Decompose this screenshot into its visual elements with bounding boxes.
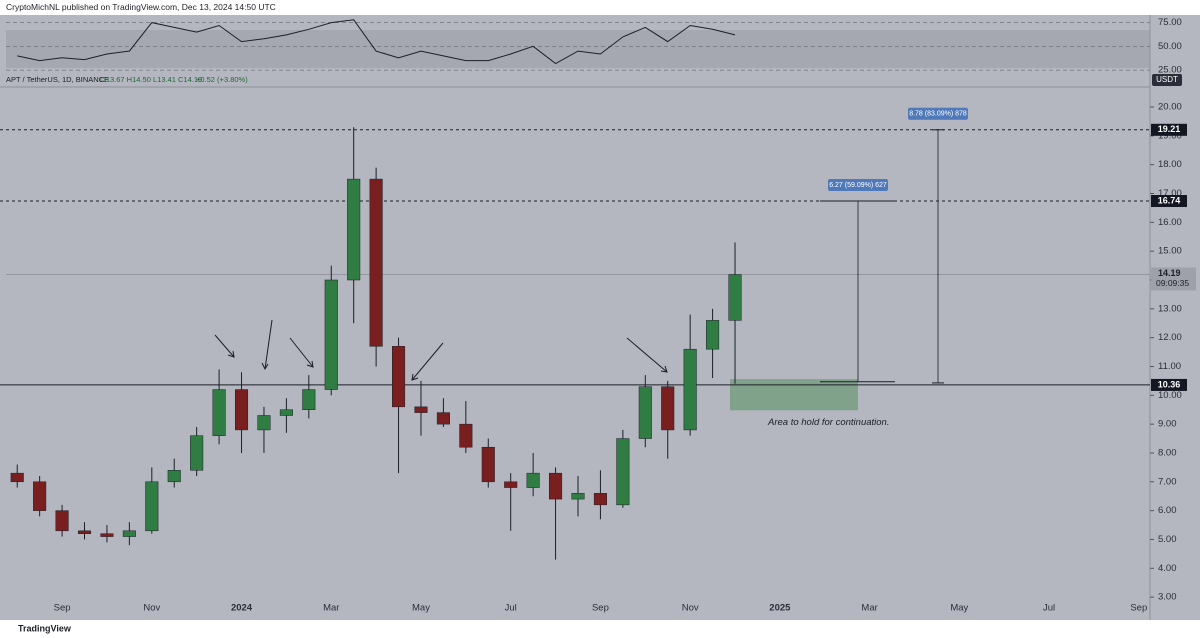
countdown: 09:09:35 <box>1156 278 1189 288</box>
rsi-tick-label: 50.00 <box>1158 41 1182 52</box>
y-tick-label: 19.00 <box>1158 130 1182 141</box>
x-tick-label: May <box>950 603 968 614</box>
last-price-label: 14.19 <box>1158 268 1181 278</box>
candle-body <box>347 178 361 281</box>
level-label: 10.36 <box>1158 379 1181 389</box>
candle-body <box>414 406 428 413</box>
y-tick-label: 5.00 <box>1158 534 1177 545</box>
y-tick-label: 20.00 <box>1158 102 1182 113</box>
candle-body <box>257 415 271 431</box>
candle-body <box>504 481 518 488</box>
bottom-bar <box>0 620 1200 638</box>
candle-body <box>190 435 204 471</box>
x-tick-label: Nov <box>143 603 160 614</box>
candle-body <box>324 279 338 390</box>
change: +0.52 (+3.80%) <box>196 75 248 84</box>
y-tick-label: 9.00 <box>1158 419 1177 430</box>
candle-body <box>683 348 697 431</box>
level-badge <box>1151 195 1187 208</box>
top-bar <box>0 0 1200 15</box>
level-badge <box>1151 123 1187 136</box>
x-tick-label: May <box>412 603 430 614</box>
x-tick-label: Jul <box>1043 603 1055 614</box>
candle-body <box>661 386 675 431</box>
arrows <box>214 319 668 381</box>
candle-body <box>616 438 630 506</box>
candle-body <box>33 481 47 511</box>
candle-body <box>10 472 24 483</box>
y-tick-label: 10.00 <box>1158 390 1182 401</box>
rsi-line <box>17 19 736 65</box>
level-label: 16.74 <box>1158 195 1181 205</box>
y-tick-label: 12.00 <box>1158 332 1182 343</box>
candle-body <box>459 423 473 448</box>
y-tick-label: 11.00 <box>1158 361 1181 372</box>
currency-badge <box>1152 74 1182 86</box>
candle-body <box>571 493 585 500</box>
candle-body <box>77 530 92 534</box>
measure-box <box>828 179 888 192</box>
candle-body <box>706 320 720 350</box>
rsi-band <box>6 30 1150 68</box>
candle-body <box>549 472 563 500</box>
x-tick-label: Sep <box>592 603 609 614</box>
x-tick-label: Nov <box>682 603 699 614</box>
level-label: 19.21 <box>1158 124 1181 134</box>
symbol: APT / TetherUS, 1D, BINANCE <box>6 75 109 84</box>
hold-zone <box>730 379 858 411</box>
candle-body <box>167 470 181 483</box>
candle-body <box>145 481 159 532</box>
y-tick-label: 18.00 <box>1158 159 1182 170</box>
zone-label: Area to hold for continuation. <box>767 417 889 428</box>
candle-body <box>212 389 226 436</box>
y-tick-label: 16.00 <box>1158 217 1182 228</box>
last-price-badge <box>1151 267 1196 291</box>
x-tick-label: 2025 <box>769 603 791 614</box>
candle-body <box>279 409 293 416</box>
candle-body <box>122 530 136 537</box>
x-tick-label: Jul <box>505 603 517 614</box>
measure-box <box>908 107 968 120</box>
candle-body <box>638 386 652 439</box>
ohlc: O13.67 H14.50 L13.41 C14.19 <box>100 75 202 84</box>
candle-body <box>392 346 406 408</box>
candle-body <box>234 389 249 431</box>
candle-body <box>302 389 316 410</box>
candle-body <box>369 178 383 347</box>
y-tick-label: 13.00 <box>1158 303 1182 314</box>
rsi-tick-label: 25.00 <box>1158 65 1182 76</box>
x-tick-label: Mar <box>861 603 877 614</box>
y-tick-label: 7.00 <box>1158 476 1177 487</box>
x-tick-label: Sep <box>1130 603 1147 614</box>
brand: TradingView <box>18 623 72 633</box>
y-tick-label: 6.00 <box>1158 505 1177 516</box>
x-tick-label: Sep <box>54 603 71 614</box>
y-tick-label: 4.00 <box>1158 563 1177 574</box>
level-badge <box>1151 378 1187 391</box>
y-tick-label: 8.00 <box>1158 447 1177 458</box>
measure-label: 8.78 (83.09%) 878 <box>909 111 967 118</box>
measure-label: 6.27 (59.09%) 627 <box>829 182 887 189</box>
candle-body <box>593 493 607 506</box>
x-tick-label: Mar <box>323 603 339 614</box>
y-tick-label: 17.00 <box>1158 188 1182 199</box>
candle-body <box>526 472 540 488</box>
candle-body <box>436 412 450 425</box>
header-text: CryptoMichNL published on TradingView.co… <box>6 2 276 12</box>
x-tick-label: 2024 <box>231 603 253 614</box>
currency: USDT <box>1156 75 1178 84</box>
y-tick-label: 3.00 <box>1158 592 1177 603</box>
rsi-tick-label: 75.00 <box>1158 17 1182 28</box>
candle-body <box>55 510 69 532</box>
candle-body <box>728 274 742 321</box>
candle-body <box>481 446 495 483</box>
candle-body <box>100 533 114 537</box>
y-tick-label: 15.00 <box>1158 246 1182 257</box>
